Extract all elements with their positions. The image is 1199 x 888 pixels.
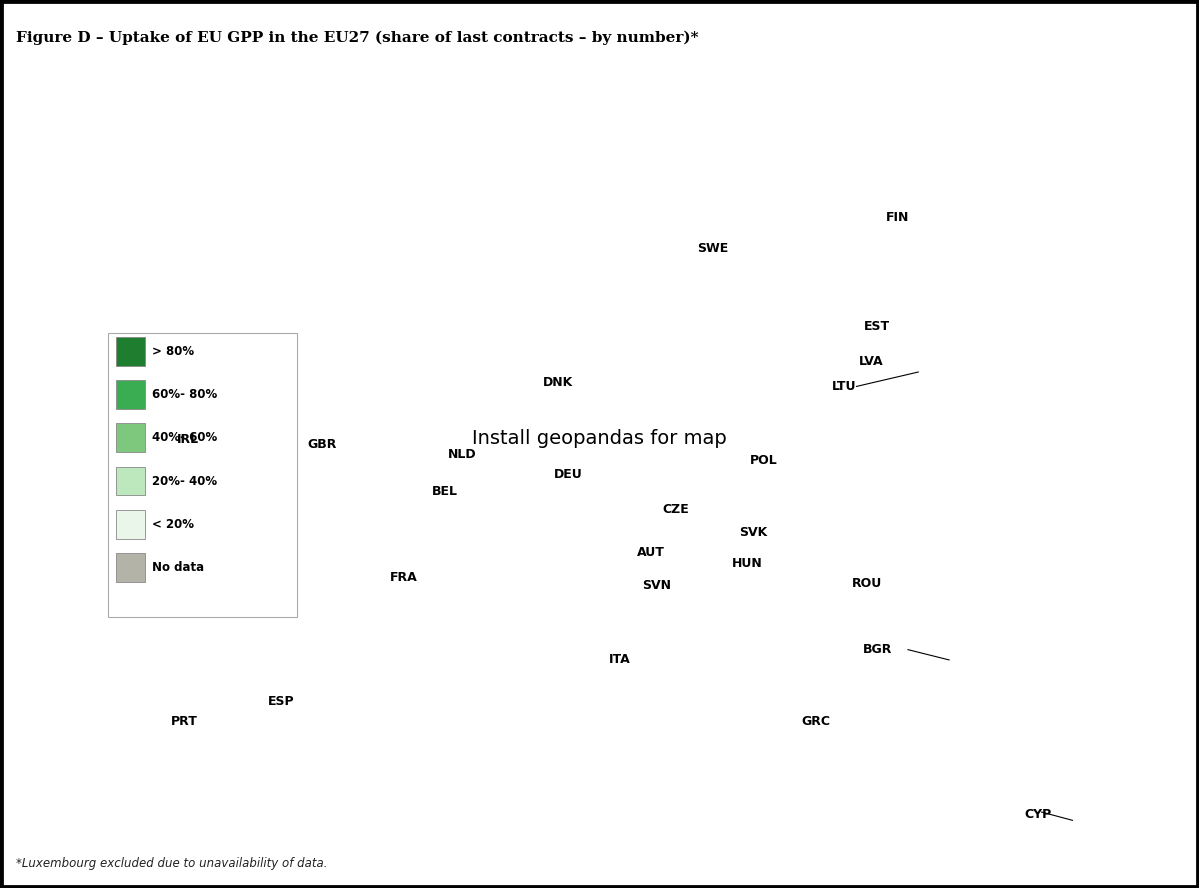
Text: 40%- 60%: 40%- 60% xyxy=(152,432,217,444)
Text: Install geopandas for map: Install geopandas for map xyxy=(472,429,727,448)
Bar xyxy=(116,466,145,496)
Text: NLD: NLD xyxy=(447,448,476,461)
Text: FRA: FRA xyxy=(390,571,418,584)
Text: *Luxembourg excluded due to unavailability of data.: *Luxembourg excluded due to unavailabili… xyxy=(16,857,327,870)
Text: BEL: BEL xyxy=(433,485,458,498)
Text: Figure D – Uptake of EU GPP in the EU27 (share of last contracts – by number)*: Figure D – Uptake of EU GPP in the EU27 … xyxy=(16,31,698,45)
Bar xyxy=(116,380,145,409)
Text: IRL: IRL xyxy=(177,433,199,447)
Bar xyxy=(116,510,145,539)
Text: DNK: DNK xyxy=(543,376,573,389)
Text: HUN: HUN xyxy=(733,557,763,570)
Bar xyxy=(116,553,145,582)
Bar xyxy=(116,337,145,366)
Text: ITA: ITA xyxy=(609,654,631,666)
Text: SVK: SVK xyxy=(740,526,767,539)
Text: ESP: ESP xyxy=(267,694,294,708)
Text: GBR: GBR xyxy=(307,438,337,450)
Text: CYP: CYP xyxy=(1024,808,1052,821)
Text: ROU: ROU xyxy=(851,577,882,591)
Text: DEU: DEU xyxy=(554,468,583,481)
Text: GRC: GRC xyxy=(801,715,830,728)
Text: SWE: SWE xyxy=(697,242,728,255)
Text: > 80%: > 80% xyxy=(152,345,194,358)
FancyBboxPatch shape xyxy=(108,333,297,617)
Text: No data: No data xyxy=(152,561,204,574)
Bar xyxy=(116,424,145,452)
Text: FIN: FIN xyxy=(886,211,909,225)
Text: BGR: BGR xyxy=(862,643,892,656)
Text: LTU: LTU xyxy=(832,380,856,392)
Text: LVA: LVA xyxy=(858,355,884,369)
Text: SVN: SVN xyxy=(643,579,671,592)
Text: AUT: AUT xyxy=(637,546,665,559)
Text: POL: POL xyxy=(751,454,778,467)
Text: CZE: CZE xyxy=(662,503,689,516)
Text: EST: EST xyxy=(864,321,890,333)
Text: 20%- 40%: 20%- 40% xyxy=(152,474,217,488)
Text: < 20%: < 20% xyxy=(152,518,194,531)
Text: PRT: PRT xyxy=(170,715,198,728)
Text: 60%- 80%: 60%- 80% xyxy=(152,388,217,401)
